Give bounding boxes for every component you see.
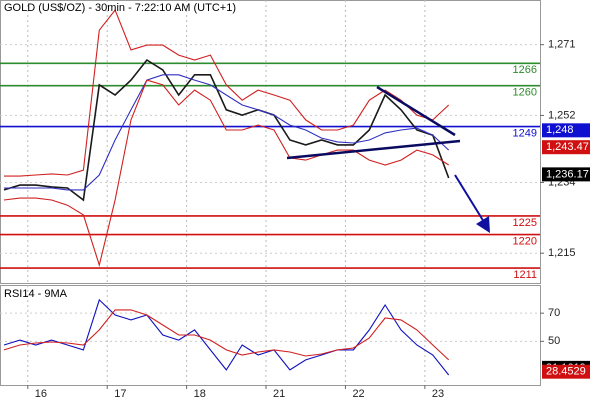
- series-line: [3, 298, 450, 376]
- arrow-head: [476, 216, 490, 233]
- chart-title: GOLD (US$/OZ) - 30min - 7:22:10 AM (UTC+…: [4, 2, 236, 14]
- y-tick-label: 1,215: [548, 247, 576, 259]
- level-label: 1211: [513, 269, 537, 281]
- panel: [0, 285, 541, 386]
- price-box: [542, 167, 590, 182]
- price-box-label: 1,243.47: [546, 141, 589, 153]
- trend-line: [286, 139, 461, 160]
- level-label: 1220: [513, 235, 537, 247]
- x-tick-label: 18: [194, 388, 206, 400]
- series-line: [3, 58, 450, 202]
- y-tick-label: 50: [548, 335, 560, 347]
- level-label: 1249: [513, 128, 537, 140]
- series-line: [4, 74, 450, 191]
- price-box-label: 28.4529: [546, 366, 586, 378]
- price-box: [542, 140, 590, 155]
- price-box-label: 1,248: [546, 124, 574, 136]
- x-tick-label: 17: [114, 388, 126, 400]
- arrow: [454, 174, 485, 223]
- level-label: 1260: [513, 87, 537, 99]
- series-line: [3, 79, 449, 268]
- price-box: [542, 123, 590, 138]
- price-box: [542, 364, 590, 379]
- y-tick-label: 70: [548, 307, 560, 319]
- series-line: [4, 9, 450, 177]
- y-tick-label: 1,252: [548, 109, 576, 121]
- price-box-label: 1,236.17: [546, 168, 589, 180]
- x-tick-label: 23: [432, 388, 444, 400]
- level-label: 1225: [513, 217, 537, 229]
- x-tick-label: 21: [273, 388, 285, 400]
- chart-title: RSI14 - 9MA: [4, 288, 68, 300]
- x-tick-label: 22: [352, 388, 364, 400]
- y-tick-label: 1,271: [548, 39, 576, 51]
- series-line: [3, 309, 450, 361]
- x-tick-label: 16: [35, 388, 47, 400]
- trend-line: [376, 85, 456, 137]
- level-label: 1266: [513, 64, 537, 76]
